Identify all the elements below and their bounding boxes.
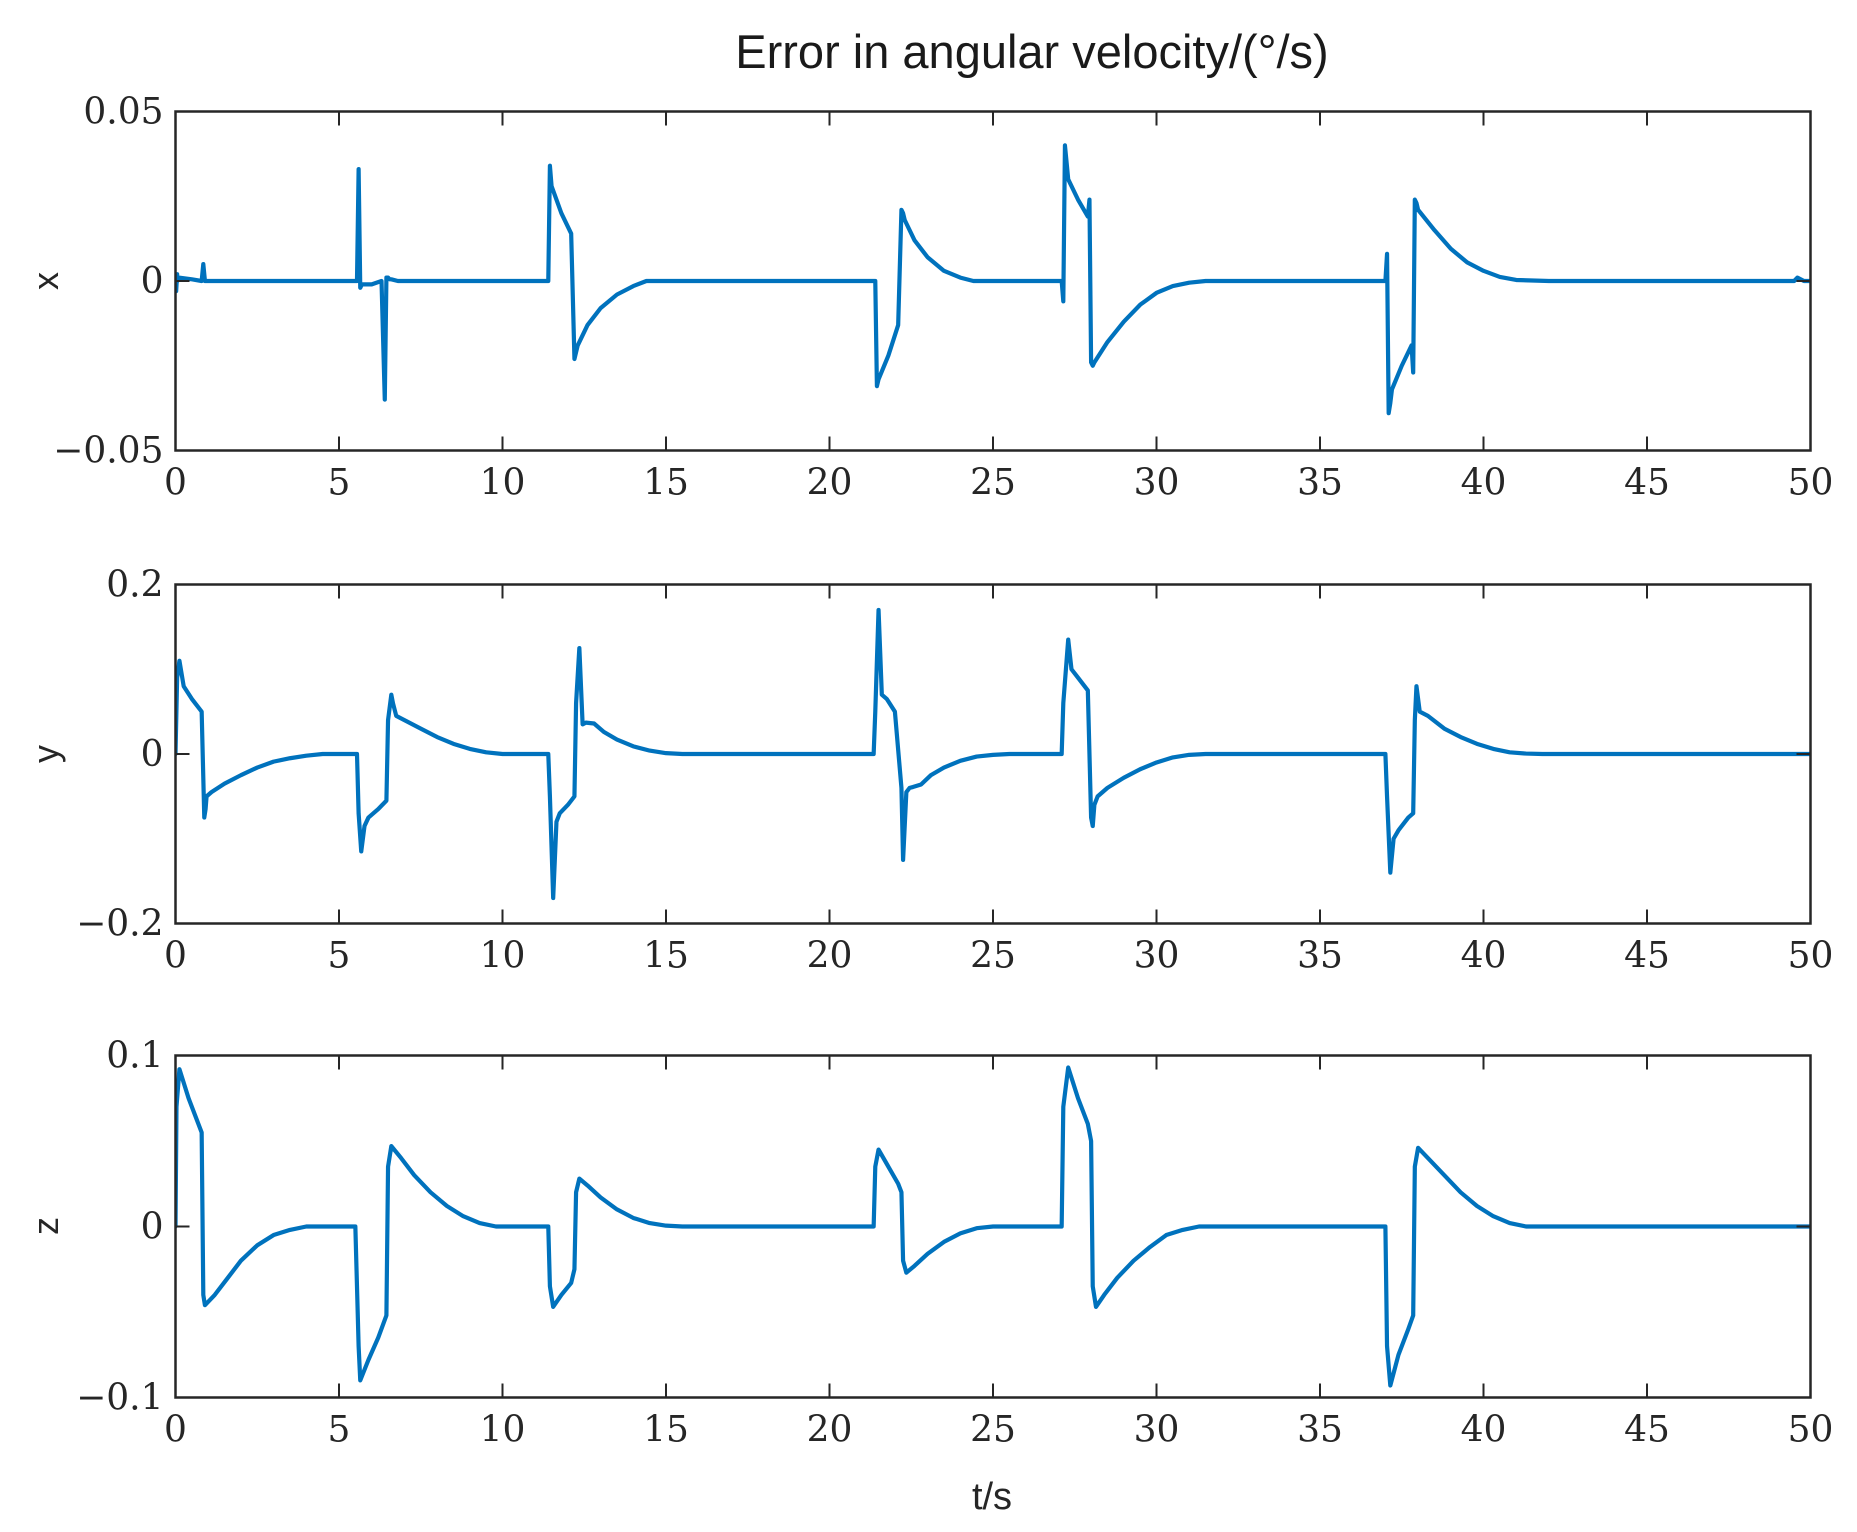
series-line-z-0	[175, 1065, 1811, 1388]
y-tick-label-y: 0.2	[106, 565, 163, 606]
ticks-layer-y: 0 5 10 15 20 25 30 35 40 45 50−0.200.2	[76, 565, 1833, 977]
x-tick-label-z: 50	[1788, 1410, 1834, 1451]
y-tick-label-x: 0.05	[83, 92, 163, 133]
x-tick-label-x: 0	[164, 463, 187, 504]
x-tick-label-y: 50	[1788, 936, 1834, 977]
x-tick-label-x: 40	[1461, 463, 1507, 504]
x-tick-label-x: 25	[970, 463, 1016, 504]
x-tick-label-x: 20	[807, 463, 853, 504]
x-tick-label-y: 15	[643, 936, 689, 977]
x-tick-label-x: 45	[1624, 463, 1670, 504]
x-tick-label-z: 30	[1134, 1410, 1180, 1451]
x-tick-label-x: 35	[1297, 463, 1343, 504]
y-tick-label-y: 0	[141, 734, 164, 775]
series-layer-x	[175, 143, 1811, 416]
x-tick-label-y: 30	[1134, 936, 1180, 977]
y-axis-label-x: x	[25, 272, 66, 290]
x-tick-label-x: 30	[1134, 463, 1180, 504]
figure-title: Error in angular velocity/(°/s)	[735, 25, 1328, 78]
series-line-x-0	[175, 143, 1811, 416]
x-tick-label-x: 10	[480, 463, 526, 504]
series-layer-z	[175, 1065, 1811, 1388]
x-tick-label-z: 25	[970, 1410, 1016, 1451]
y-tick-label-z: −0.1	[76, 1378, 163, 1419]
x-tick-label-y: 5	[328, 936, 351, 977]
subplot-z: 0 5 10 15 20 25 30 35 40 45 50−0.100.1 z t/s	[25, 1036, 1833, 1519]
x-tick-label-y: 10	[480, 936, 526, 977]
x-tick-label-y: 20	[807, 936, 853, 977]
x-tick-label-z: 40	[1461, 1410, 1507, 1451]
subplot-y: 0 5 10 15 20 25 30 35 40 45 50−0.200.2 y	[25, 565, 1833, 977]
x-tick-label-x: 5	[328, 463, 351, 504]
x-tick-label-z: 45	[1624, 1410, 1670, 1451]
x-tick-label-z: 0	[164, 1410, 187, 1451]
x-tick-label-z: 15	[643, 1410, 689, 1451]
y-tick-label-x: 0	[141, 261, 164, 302]
y-tick-label-x: −0.05	[53, 431, 163, 472]
x-tick-label-x: 15	[643, 463, 689, 504]
series-layer-y	[175, 607, 1811, 901]
ticks-layer-z: 0 5 10 15 20 25 30 35 40 45 50−0.100.1	[76, 1036, 1833, 1451]
x-tick-label-y: 40	[1461, 936, 1507, 977]
x-tick-label-z: 20	[807, 1410, 853, 1451]
x-tick-label-y: 45	[1624, 936, 1670, 977]
x-axis-label: t/s	[972, 1476, 1012, 1518]
y-axis-label-y: y	[25, 745, 66, 763]
y-tick-label-z: 0.1	[106, 1036, 163, 1077]
x-tick-label-x: 50	[1788, 463, 1834, 504]
x-tick-label-y: 35	[1297, 936, 1343, 977]
x-tick-label-y: 25	[970, 936, 1016, 977]
y-tick-label-y: −0.2	[76, 904, 163, 945]
x-tick-label-y: 0	[164, 936, 187, 977]
x-tick-label-z: 35	[1297, 1410, 1343, 1451]
series-line-y-0	[175, 607, 1811, 901]
y-tick-label-z: 0	[141, 1207, 164, 1248]
x-tick-label-z: 5	[328, 1410, 351, 1451]
y-axis-label-z: z	[25, 1217, 66, 1235]
x-tick-label-z: 10	[480, 1410, 526, 1451]
